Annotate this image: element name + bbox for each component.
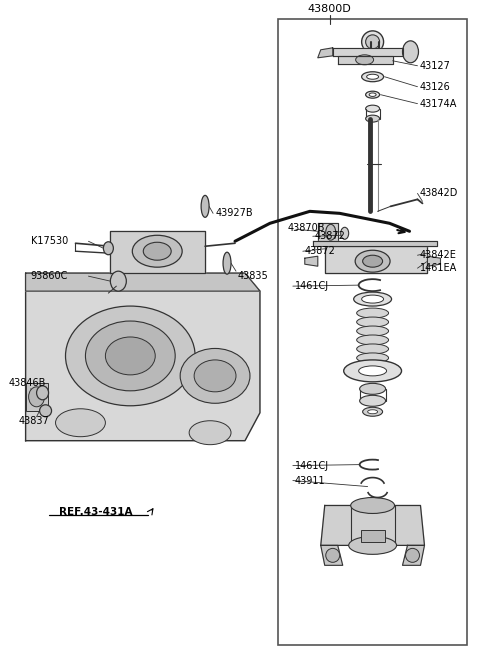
Ellipse shape: [366, 35, 380, 49]
Ellipse shape: [354, 292, 392, 306]
Ellipse shape: [357, 317, 389, 327]
Ellipse shape: [65, 306, 195, 406]
Ellipse shape: [363, 407, 383, 416]
Text: 43842E: 43842E: [420, 251, 456, 260]
Ellipse shape: [357, 308, 389, 318]
Ellipse shape: [361, 31, 384, 53]
Ellipse shape: [355, 251, 390, 272]
Ellipse shape: [180, 348, 250, 403]
Polygon shape: [403, 545, 424, 565]
Ellipse shape: [36, 386, 48, 400]
Text: 1461EA: 1461EA: [420, 263, 457, 273]
Ellipse shape: [29, 387, 45, 407]
Bar: [25, 383, 48, 410]
Ellipse shape: [344, 360, 402, 382]
Ellipse shape: [357, 335, 389, 345]
Polygon shape: [318, 48, 333, 58]
Ellipse shape: [357, 353, 389, 363]
Text: 43846B: 43846B: [9, 378, 46, 388]
Ellipse shape: [357, 344, 389, 354]
Ellipse shape: [360, 395, 385, 407]
Ellipse shape: [366, 115, 380, 122]
Polygon shape: [428, 256, 441, 266]
Text: 93860C: 93860C: [31, 271, 68, 281]
Ellipse shape: [366, 91, 380, 98]
Polygon shape: [321, 506, 424, 545]
Ellipse shape: [189, 421, 231, 445]
Ellipse shape: [366, 105, 380, 112]
Ellipse shape: [103, 242, 113, 254]
Ellipse shape: [406, 549, 420, 563]
Text: 43835: 43835: [238, 271, 269, 281]
Ellipse shape: [326, 224, 336, 240]
Ellipse shape: [363, 255, 383, 267]
Ellipse shape: [357, 326, 389, 336]
Polygon shape: [338, 56, 393, 63]
Bar: [360, 530, 384, 543]
Text: 43872: 43872: [305, 247, 336, 256]
Text: 43842D: 43842D: [420, 188, 458, 198]
Polygon shape: [333, 48, 403, 56]
Ellipse shape: [368, 410, 378, 414]
Polygon shape: [25, 273, 260, 441]
Polygon shape: [25, 273, 260, 291]
Polygon shape: [318, 223, 338, 241]
Ellipse shape: [223, 253, 231, 274]
Text: 43911: 43911: [295, 475, 325, 486]
Text: REF.43-431A: REF.43-431A: [59, 508, 132, 518]
Ellipse shape: [351, 498, 395, 514]
Ellipse shape: [132, 235, 182, 267]
Text: 43174A: 43174A: [420, 98, 457, 108]
Ellipse shape: [361, 295, 384, 303]
Text: 43837: 43837: [19, 416, 49, 426]
Ellipse shape: [326, 549, 340, 563]
Text: K17530: K17530: [31, 236, 68, 247]
Ellipse shape: [201, 196, 209, 217]
Ellipse shape: [369, 93, 376, 97]
Ellipse shape: [403, 41, 419, 63]
Text: 43872: 43872: [315, 231, 346, 241]
Text: 1461CJ: 1461CJ: [295, 461, 329, 471]
Ellipse shape: [348, 537, 396, 555]
Text: 43870B: 43870B: [288, 223, 325, 233]
Polygon shape: [313, 241, 437, 247]
Ellipse shape: [356, 55, 373, 65]
Ellipse shape: [194, 360, 236, 392]
Ellipse shape: [341, 227, 348, 239]
Text: 1461CJ: 1461CJ: [295, 281, 329, 291]
Ellipse shape: [106, 337, 155, 375]
Ellipse shape: [359, 366, 386, 376]
Ellipse shape: [367, 74, 379, 79]
Ellipse shape: [361, 72, 384, 82]
Polygon shape: [325, 247, 428, 273]
Bar: [278, 19, 468, 645]
Ellipse shape: [110, 271, 126, 291]
Ellipse shape: [56, 408, 106, 437]
Ellipse shape: [39, 405, 51, 416]
Text: 43800D: 43800D: [308, 4, 352, 14]
Text: 43127: 43127: [420, 61, 450, 71]
Text: 43126: 43126: [420, 82, 450, 92]
Polygon shape: [321, 545, 343, 565]
Polygon shape: [305, 256, 318, 266]
Ellipse shape: [360, 383, 385, 395]
Polygon shape: [110, 231, 205, 273]
Ellipse shape: [144, 242, 171, 260]
Text: 43927B: 43927B: [215, 208, 252, 218]
Ellipse shape: [85, 321, 175, 391]
